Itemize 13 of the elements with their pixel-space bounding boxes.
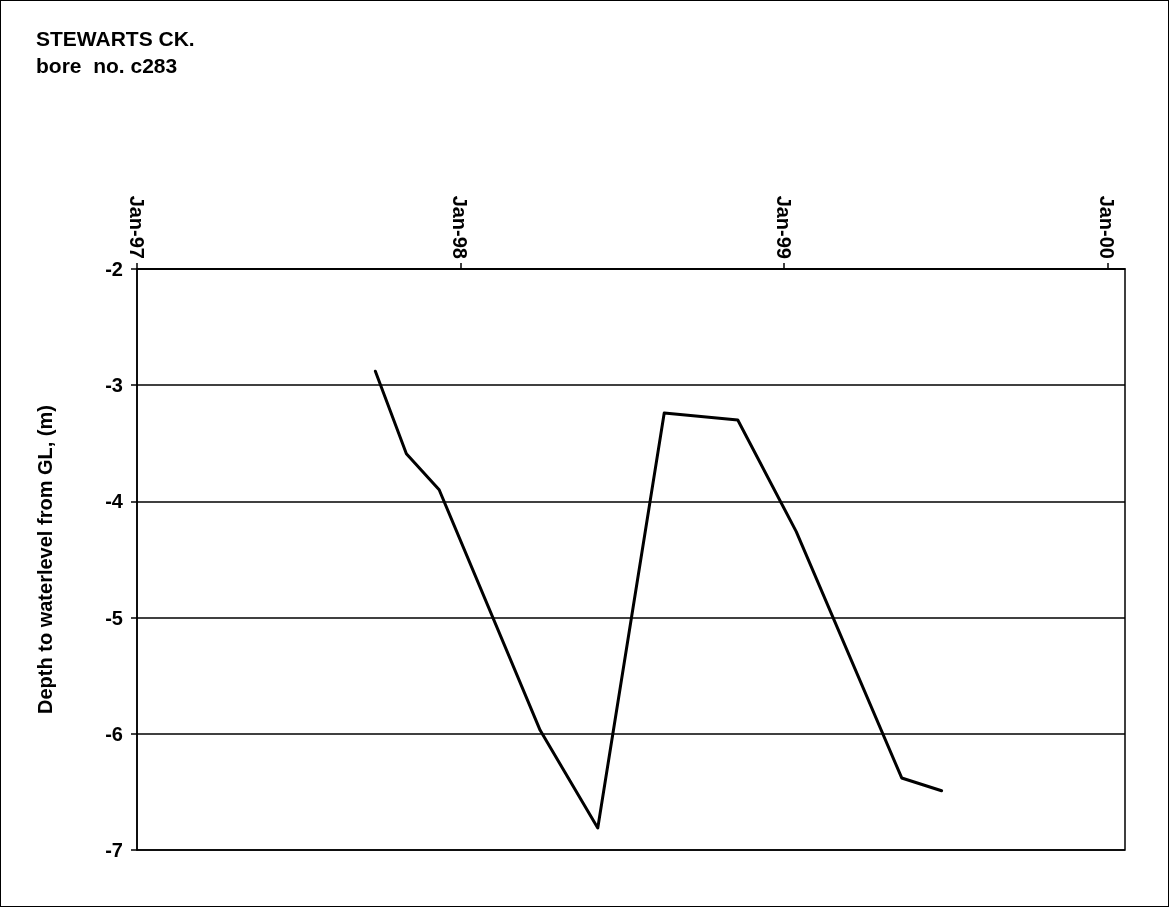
chart-subtitle: bore no. c283 (36, 54, 178, 77)
y-tick-label: -7 (105, 839, 123, 861)
y-axis-title: Depth to waterlevel from GL, (m) (34, 405, 56, 714)
chart-title: STEWARTS CK. (36, 27, 195, 50)
x-tick-label: Jan-98 (449, 195, 472, 259)
x-tick-label: Jan-99 (772, 195, 795, 259)
x-tick-label: Jan-97 (126, 195, 148, 259)
y-tick-label: -6 (105, 722, 123, 745)
y-tick-label: -3 (105, 374, 123, 397)
y-tick-label: -4 (105, 490, 124, 513)
y-tick-label: -2 (105, 258, 123, 280)
x-tick-label: Jan-00 (1096, 195, 1119, 259)
y-tick-label: -5 (105, 606, 123, 629)
